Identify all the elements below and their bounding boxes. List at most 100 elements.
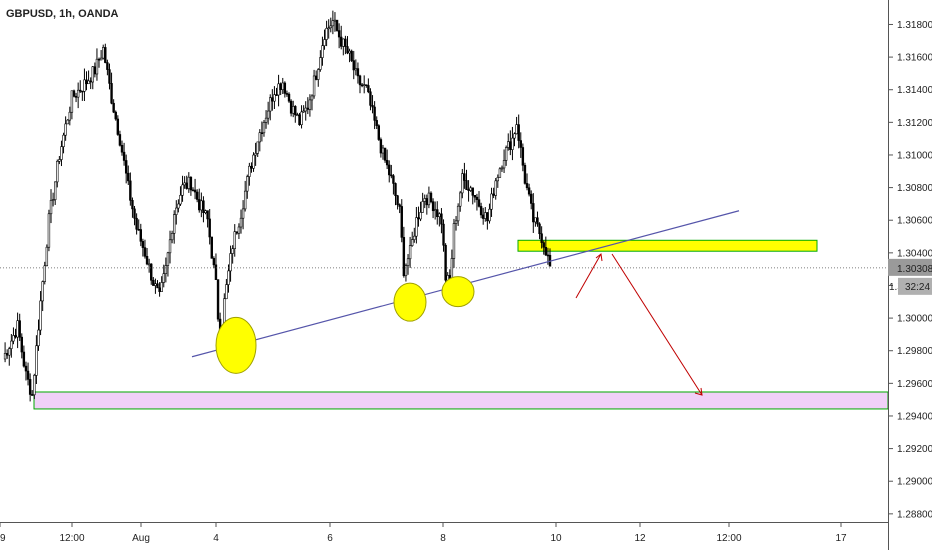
candle-body (325, 27, 328, 40)
candle-body (93, 66, 97, 75)
time-tick-label: 4 (213, 533, 219, 544)
candle-body (237, 226, 241, 234)
price-tick-label: 1.31200 (897, 118, 932, 129)
price-tick-label: 1.30000 (897, 314, 932, 325)
time-tick-label: 12:00 (59, 533, 84, 544)
candle-body (62, 134, 65, 147)
countdown-badge (898, 277, 932, 295)
candle-body (158, 287, 161, 292)
candle-body (175, 207, 178, 215)
candle-body (141, 241, 145, 248)
forecast-arrow-up-head (595, 253, 603, 262)
candle-body (191, 189, 195, 192)
candle-body (91, 66, 94, 83)
candle-body (258, 132, 261, 143)
candle-body (95, 58, 99, 75)
candle-body (507, 141, 510, 148)
candle-body (473, 195, 477, 198)
candle-body (538, 223, 541, 235)
candle-body (429, 192, 433, 202)
last-price-badge (888, 258, 932, 276)
candle-body (200, 200, 203, 211)
candle-body (463, 173, 466, 181)
candle-body (26, 370, 30, 380)
candle-body (110, 83, 113, 104)
candle-body (360, 84, 364, 87)
candle-body (28, 379, 32, 395)
candle-body (333, 19, 337, 22)
candle-body (16, 320, 19, 338)
candle-body (342, 38, 345, 47)
candle-body (31, 394, 34, 396)
candle-body (356, 68, 360, 77)
candle-body (262, 122, 266, 134)
candle-body (114, 111, 117, 120)
candle-body (521, 147, 525, 166)
candle-body (74, 96, 78, 98)
candle-body (346, 46, 349, 54)
candle-body (97, 58, 101, 61)
candle-body (204, 210, 207, 214)
candle-body (152, 279, 155, 286)
candle-body (392, 175, 395, 184)
candle-body (264, 117, 268, 123)
candle-body (246, 176, 249, 192)
candle-body (243, 190, 247, 210)
candle-body (150, 263, 153, 281)
candle-body (108, 69, 111, 84)
candle-body (310, 95, 314, 101)
candle-body (129, 180, 132, 201)
candle-body (423, 198, 426, 202)
candle-body (461, 173, 464, 194)
candle-body (475, 196, 479, 200)
candle-body (208, 218, 211, 238)
candle-body (465, 180, 468, 190)
candle-body (124, 160, 128, 174)
time-tick-label: 10 (550, 533, 562, 544)
candle-body (168, 239, 172, 254)
candle-body (51, 199, 55, 201)
candle-body (388, 164, 391, 176)
candle-body (527, 187, 531, 195)
candle-body (231, 248, 234, 254)
candle-body (427, 192, 431, 206)
time-tick-label: 12:00 (716, 533, 741, 544)
price-tick-label: 1.29000 (897, 477, 932, 488)
candle-body (484, 212, 487, 219)
candle-body (415, 217, 418, 237)
swing-low-marker (441, 276, 475, 308)
candle-body (337, 30, 341, 38)
candle-body (517, 124, 520, 141)
candle-body (530, 193, 533, 204)
candle-body (289, 100, 293, 114)
candle-body (471, 187, 474, 196)
candle-body (442, 223, 445, 246)
forecast-arrow-up (575, 253, 602, 299)
candle-body (544, 247, 548, 256)
candle-body (166, 252, 170, 266)
candle-body (5, 353, 9, 356)
candle-body (335, 19, 339, 31)
candle-body (323, 39, 326, 46)
candle-body (145, 256, 149, 265)
candle-body (321, 45, 324, 58)
price-tick-label: 1.29400 (897, 411, 932, 422)
candle-body (358, 75, 362, 86)
candle-body (254, 153, 257, 156)
candle-body (546, 254, 550, 257)
candle-body (367, 85, 370, 93)
candle-body (127, 172, 130, 182)
candle-body (185, 182, 188, 189)
candle-body (68, 111, 72, 121)
candle-body (198, 199, 201, 211)
candle-body (440, 213, 443, 225)
candle-body (314, 75, 318, 80)
candle-body (365, 84, 368, 87)
candle-body (187, 176, 191, 189)
candle-body (340, 36, 343, 47)
candle-body (273, 94, 276, 102)
candle-body (24, 365, 28, 372)
candle-body (438, 213, 441, 218)
candle-body (235, 231, 239, 234)
